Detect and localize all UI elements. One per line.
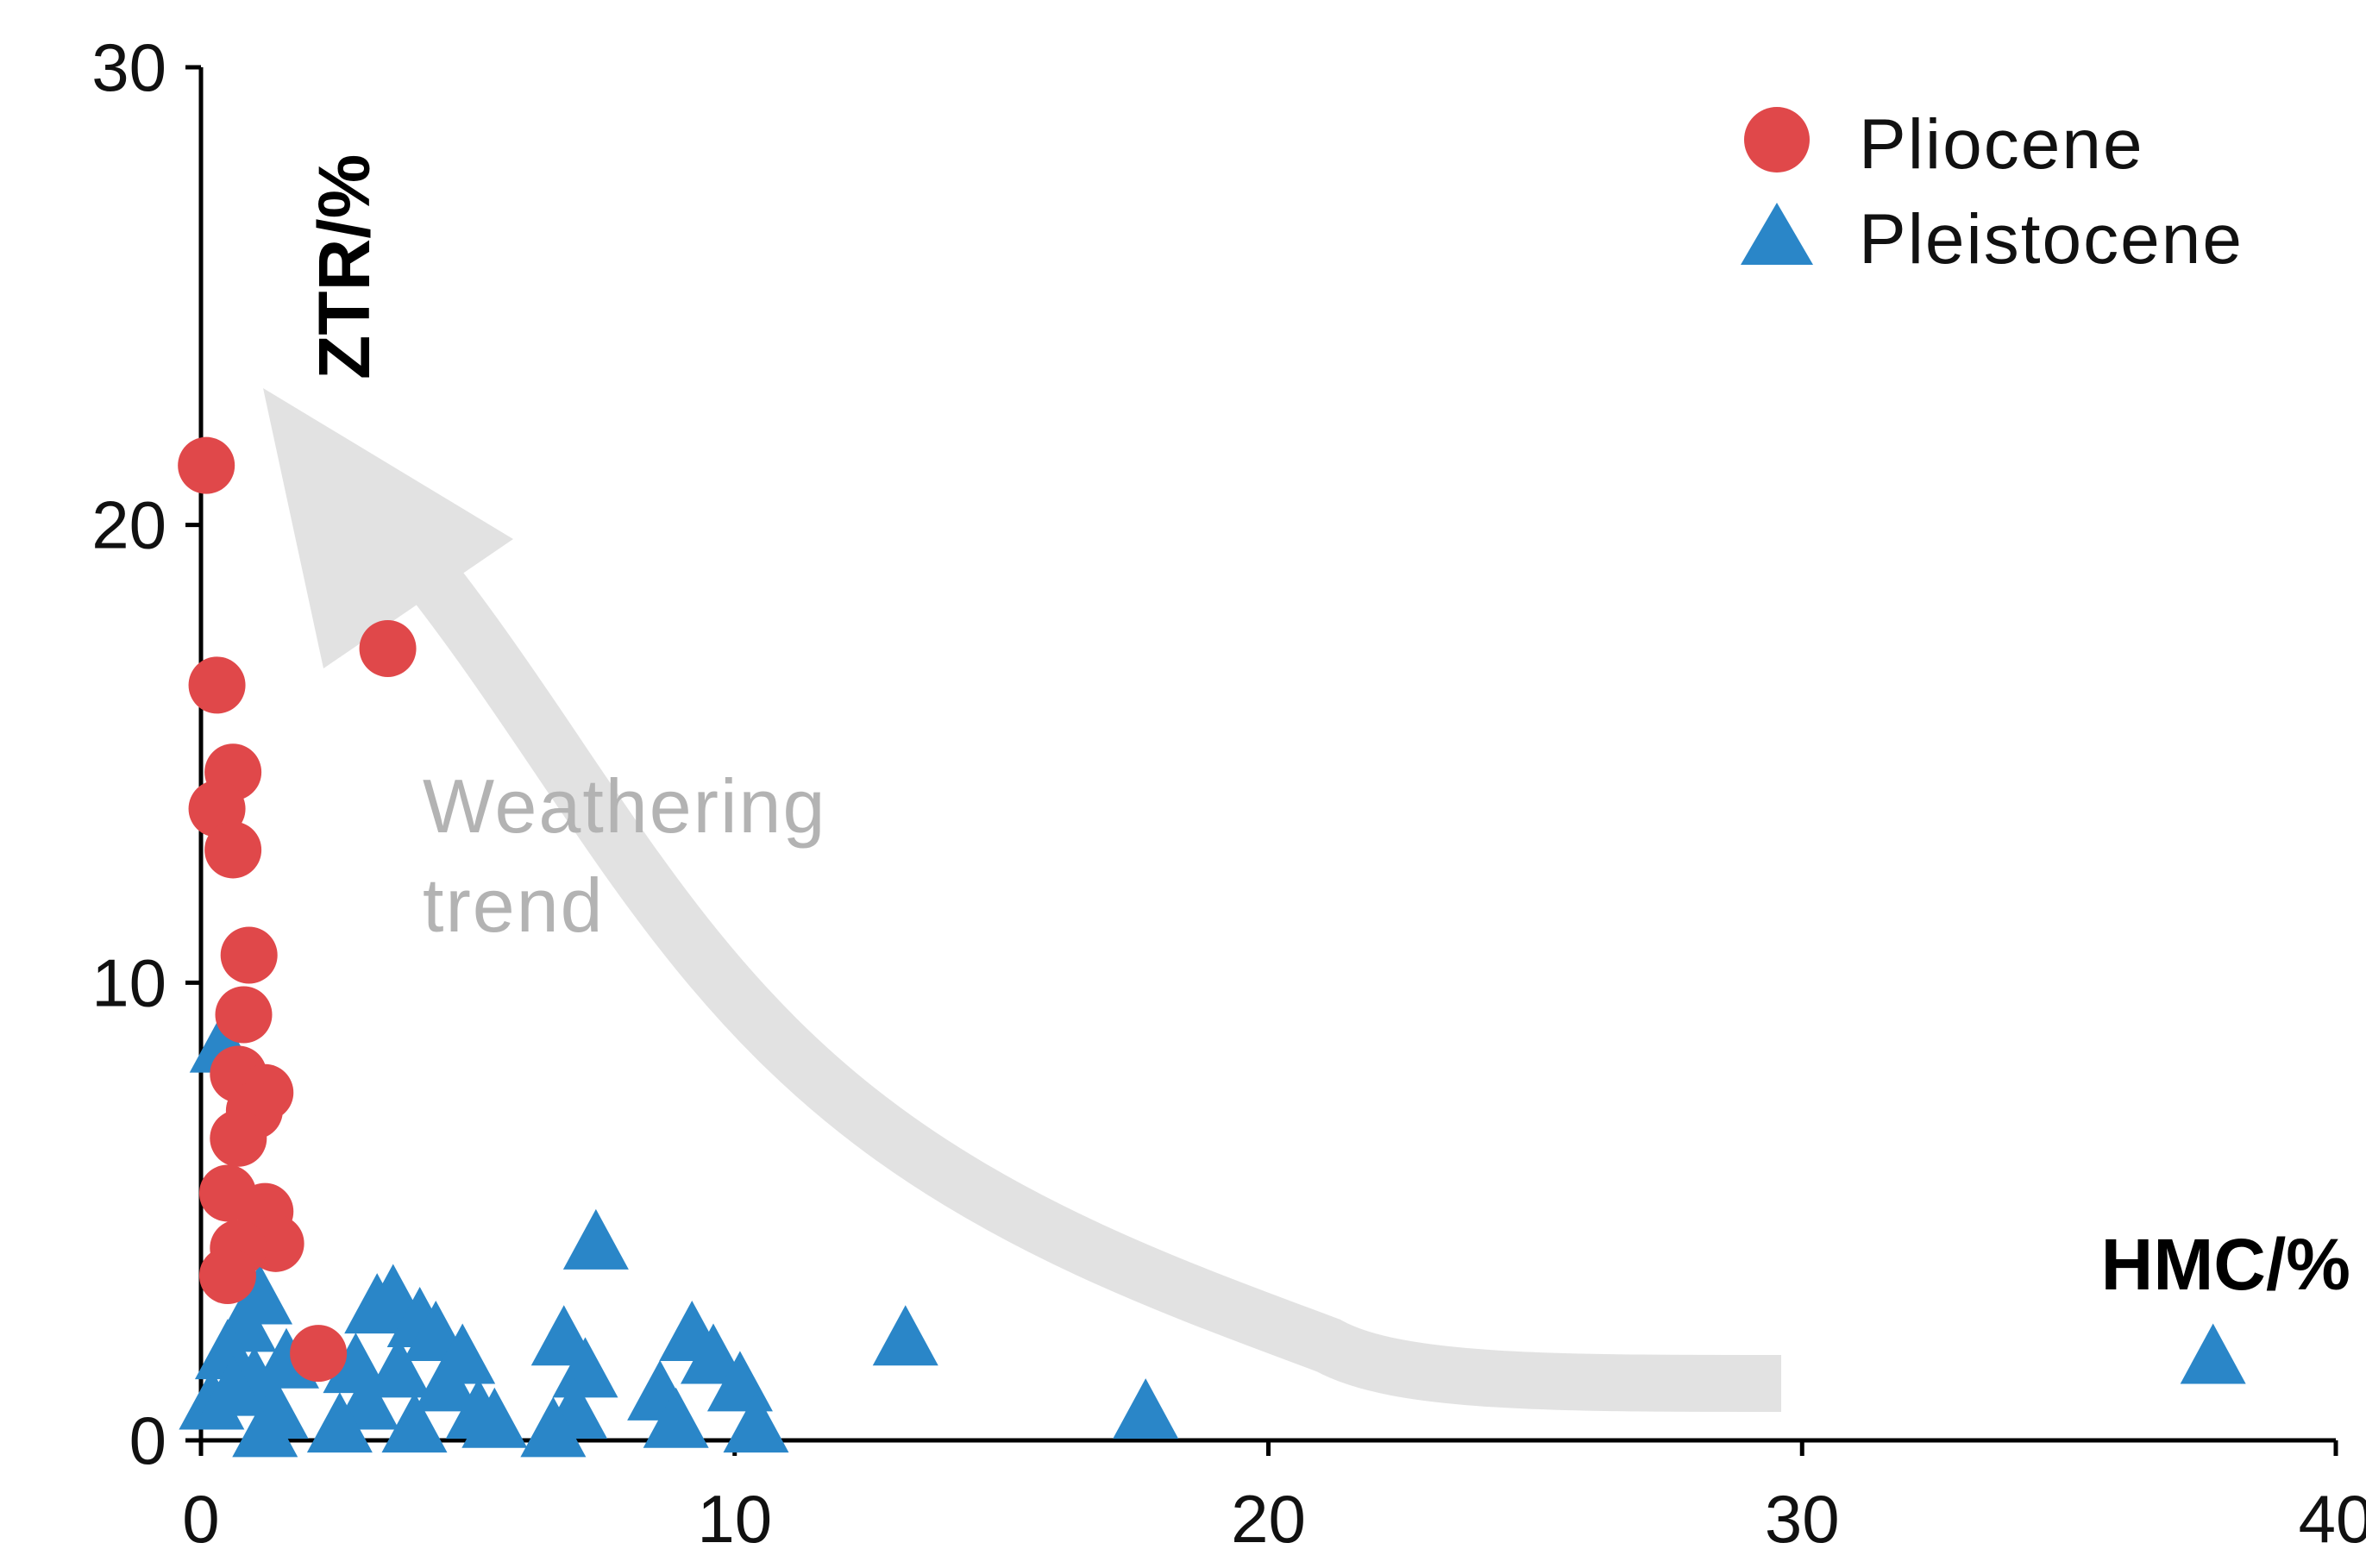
pliocene-series xyxy=(178,436,417,1383)
pleistocene-point xyxy=(430,1323,496,1384)
x-tick-label: 10 xyxy=(697,1481,772,1557)
axes: 0 10 20 30 40 0 10 20 30 xyxy=(91,29,2366,1557)
y-tick-label: 10 xyxy=(91,944,166,1020)
legend-pleistocene-label: Pleistocene xyxy=(1859,200,2244,279)
pleistocene-point xyxy=(194,1319,260,1380)
pleistocene-point xyxy=(723,1392,789,1453)
pleistocene-point xyxy=(227,1264,293,1325)
y-tick-label: 30 xyxy=(91,29,166,105)
y-axis-title: ZTR/% xyxy=(304,154,385,379)
pliocene-point xyxy=(188,656,246,714)
x-tick-label: 0 xyxy=(182,1481,219,1557)
pleistocene-point xyxy=(232,1396,298,1458)
weathering-trend-arrow-body xyxy=(374,516,1782,1412)
legend-pleistocene-marker xyxy=(1741,203,1813,265)
annotation-trend: trend xyxy=(423,862,605,948)
x-axis-title: HMC/% xyxy=(2101,1224,2350,1305)
pleistocene-point xyxy=(520,1396,587,1458)
x-tick-label: 30 xyxy=(1765,1481,1840,1557)
pleistocene-point xyxy=(643,1387,709,1448)
pliocene-point xyxy=(359,619,417,677)
y-tick-label: 20 xyxy=(91,487,166,563)
weathering-trend-arrow xyxy=(263,388,1782,1412)
pleistocene-point xyxy=(552,1337,618,1398)
pleistocene-point xyxy=(1113,1378,1179,1439)
pleistocene-point xyxy=(306,1392,373,1453)
legend-pliocene-label: Pliocene xyxy=(1859,105,2144,184)
weathering-trend-arrowhead xyxy=(263,388,513,668)
pleistocene-series xyxy=(179,1012,2246,1458)
pliocene-point xyxy=(178,436,235,494)
pliocene-point xyxy=(198,1246,256,1304)
pleistocene-point xyxy=(681,1323,746,1384)
pleistocene-point xyxy=(200,1355,267,1416)
pleistocene-point xyxy=(381,1392,448,1453)
annotation-weathering: Weathering xyxy=(423,763,826,849)
pleistocene-point xyxy=(365,1337,431,1398)
legend: Pliocene Pleistocene xyxy=(1741,105,2244,279)
pleistocene-point xyxy=(2180,1323,2246,1384)
pleistocene-point xyxy=(872,1305,938,1366)
x-tick-label: 20 xyxy=(1231,1481,1306,1557)
pleistocene-point xyxy=(461,1387,528,1448)
pleistocene-point xyxy=(562,1208,629,1270)
x-tick-label: 40 xyxy=(2299,1481,2366,1557)
legend-pliocene-marker xyxy=(1744,107,1810,172)
pliocene-point xyxy=(220,926,278,984)
pliocene-point xyxy=(290,1325,348,1383)
pleistocene-point xyxy=(323,1333,389,1394)
y-tick-label: 0 xyxy=(129,1402,166,1478)
pliocene-point xyxy=(204,821,262,879)
pliocene-point xyxy=(210,1109,267,1167)
pliocene-point xyxy=(215,986,273,1044)
